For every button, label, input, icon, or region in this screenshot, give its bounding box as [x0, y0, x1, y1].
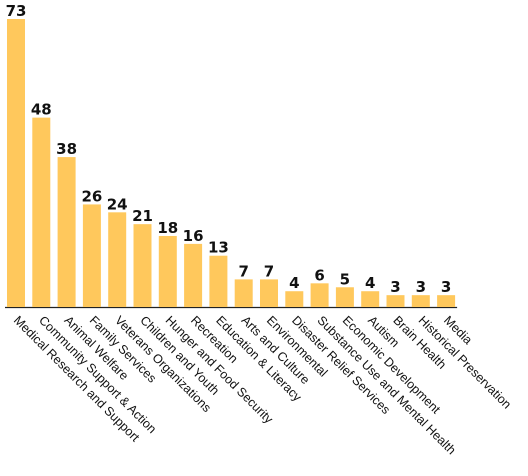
bar [335, 287, 354, 307]
bar-value-label: 38 [56, 140, 77, 158]
bar [411, 295, 430, 307]
bar-value-label: 4 [365, 274, 375, 292]
bar-value-label: 26 [81, 187, 102, 205]
bar [361, 291, 380, 307]
bars-group [7, 19, 456, 308]
bar [133, 224, 152, 307]
bar-value-label: 3 [416, 278, 426, 296]
bar [386, 295, 405, 307]
bar-value-label: 48 [31, 101, 52, 119]
bar-value-label: 3 [441, 278, 451, 296]
bar [285, 291, 304, 307]
bar [158, 235, 177, 307]
bar-value-label: 18 [157, 219, 178, 237]
bar-value-label: 7 [238, 262, 248, 280]
bar-value-label: 13 [208, 239, 229, 257]
bar [7, 19, 25, 307]
bar [184, 243, 203, 307]
bar-value-label: 4 [289, 274, 299, 292]
bar [57, 157, 76, 307]
bar [260, 279, 278, 307]
bar-value-label: 16 [183, 227, 204, 245]
bar-value-label: 73 [6, 2, 27, 20]
bar [82, 204, 101, 307]
bar [209, 255, 228, 307]
bar [32, 117, 51, 308]
bar-value-label: 21 [132, 207, 153, 225]
bar-value-label: 7 [264, 262, 274, 280]
bar-value-label: 6 [314, 266, 324, 284]
bar [108, 212, 127, 307]
bar [234, 279, 253, 307]
bar [437, 295, 456, 307]
bar [310, 283, 329, 307]
bar-value-label: 3 [390, 278, 400, 296]
bar-value-label: 5 [340, 270, 350, 288]
bar-value-label: 24 [107, 195, 128, 213]
